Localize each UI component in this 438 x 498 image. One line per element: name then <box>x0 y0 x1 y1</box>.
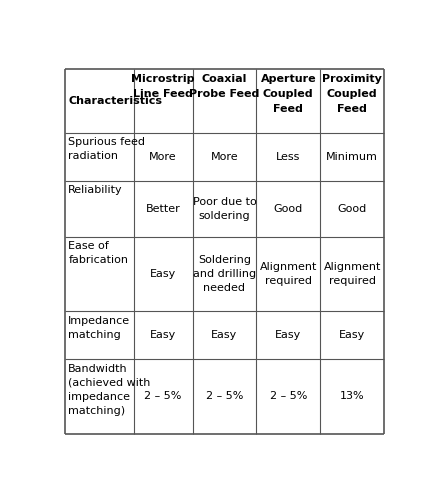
Bar <box>65 311 134 359</box>
Bar <box>134 311 193 359</box>
Text: 13%: 13% <box>340 391 364 401</box>
Text: Good: Good <box>274 204 303 214</box>
Text: More: More <box>149 152 177 162</box>
Bar <box>65 181 134 237</box>
Text: More: More <box>211 152 238 162</box>
Text: Impedance
matching: Impedance matching <box>68 316 131 340</box>
Text: Easy: Easy <box>339 330 365 340</box>
Text: 2 – 5%: 2 – 5% <box>206 391 243 401</box>
Text: Better: Better <box>146 204 180 214</box>
Text: Microstrip
Line Feed: Microstrip Line Feed <box>131 74 195 99</box>
Bar <box>134 359 193 434</box>
Text: Less: Less <box>276 152 300 162</box>
Text: Good: Good <box>338 204 367 214</box>
Bar <box>65 237 134 311</box>
Bar <box>320 359 384 434</box>
Bar <box>256 181 320 237</box>
Text: Easy: Easy <box>212 330 237 340</box>
Bar <box>320 237 384 311</box>
Text: Ease of
fabrication: Ease of fabrication <box>68 241 128 265</box>
Bar <box>256 359 320 434</box>
Bar <box>193 181 256 237</box>
Text: 2 – 5%: 2 – 5% <box>145 391 182 401</box>
Text: Characteristics: Characteristics <box>68 96 162 106</box>
Bar <box>320 132 384 181</box>
Text: Reliability: Reliability <box>68 185 123 195</box>
Bar <box>65 359 134 434</box>
Bar <box>320 311 384 359</box>
Text: Soldering
and drilling
needed: Soldering and drilling needed <box>193 255 256 293</box>
Bar <box>134 237 193 311</box>
Bar <box>320 69 384 132</box>
Text: 2 – 5%: 2 – 5% <box>270 391 307 401</box>
Text: Spurious feed
radiation: Spurious feed radiation <box>68 137 145 161</box>
Text: Easy: Easy <box>150 330 176 340</box>
Bar <box>65 69 134 132</box>
Bar <box>256 69 320 132</box>
Bar <box>193 69 256 132</box>
Bar <box>193 359 256 434</box>
Text: Bandwidth
(achieved with
impedance
matching): Bandwidth (achieved with impedance match… <box>68 364 151 416</box>
Text: Minimum: Minimum <box>326 152 378 162</box>
Bar <box>320 181 384 237</box>
Text: Easy: Easy <box>275 330 301 340</box>
Bar <box>193 237 256 311</box>
Bar <box>193 132 256 181</box>
Text: Alignment
required: Alignment required <box>260 262 317 286</box>
Bar <box>256 311 320 359</box>
Bar <box>256 132 320 181</box>
Text: Coaxial
Probe Feed: Coaxial Probe Feed <box>189 74 260 99</box>
Bar <box>134 181 193 237</box>
Text: Poor due to
soldering: Poor due to soldering <box>193 197 256 221</box>
Text: Aperture
Coupled
Feed: Aperture Coupled Feed <box>261 74 316 114</box>
Text: Alignment
required: Alignment required <box>323 262 381 286</box>
Bar <box>193 311 256 359</box>
Text: Proximity
Coupled
Feed: Proximity Coupled Feed <box>322 74 382 114</box>
Bar <box>256 237 320 311</box>
Bar <box>134 69 193 132</box>
Text: Easy: Easy <box>150 269 176 279</box>
Bar <box>65 132 134 181</box>
Bar <box>134 132 193 181</box>
